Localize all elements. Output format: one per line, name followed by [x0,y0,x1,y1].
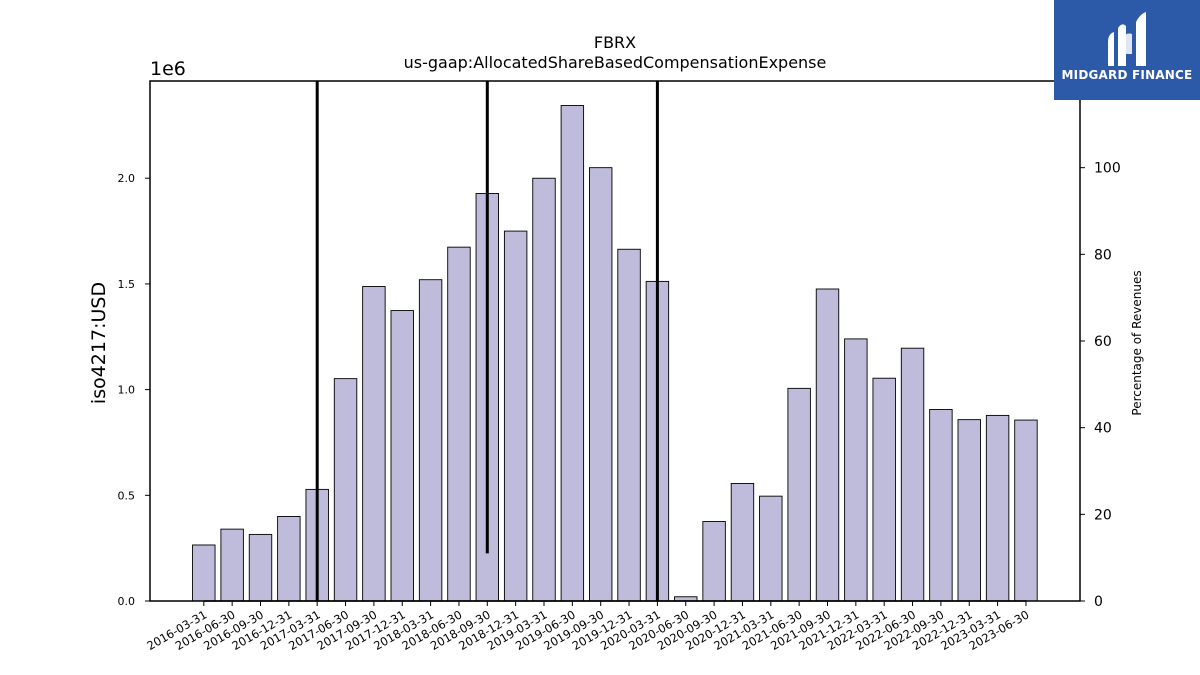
y2-tick-label: 100 [1094,161,1121,177]
midgard-logo-icon [1108,12,1146,66]
bar-2017-06-30 [333,378,358,602]
bar-2017-09-30 [362,286,386,602]
y-tick-label: 0.0 [118,595,136,608]
y-tick-label: 0.5 [118,489,136,502]
y-axis-offset-text: 1e6 [150,58,186,80]
y-tick-label: 1.5 [118,278,136,291]
bar-2016-06-30 [220,528,244,602]
y-axis-label: iso4217:USD [88,282,110,404]
chart-title: FBRX [594,33,636,52]
y2-tick-label: 80 [1094,247,1112,263]
y-tick-label: 1.0 [118,384,136,397]
bar-2023-03-31 [985,414,1010,602]
y2-tick-label: 40 [1094,421,1112,437]
bar-2023-06-30 [1014,419,1038,602]
bar-2021-06-30 [787,387,811,602]
bar-2022-03-31 [872,377,896,602]
y2-tick-label: 60 [1094,334,1112,350]
bar-2020-09-30 [702,521,726,602]
y-axis-left: 0.0 0.5 1.0 1.5 2.0 [118,172,150,608]
bar-2016-03-31 [192,544,216,602]
bar-2018-06-30 [447,246,471,602]
bar-2019-12-31 [617,248,641,602]
y2-axis-label: Percentage of Revenues [1130,270,1144,415]
y-axis-right: 0 20 40 60 80 100 [1080,161,1121,610]
bar-2022-06-30 [900,347,925,602]
bar-2019-09-30 [589,167,613,602]
brand-logo: MIDGARD FINANCE [1054,0,1200,100]
bar-2019-06-30 [560,105,585,602]
bar-2022-12-31 [957,419,981,602]
bar-2017-12-31 [390,310,414,602]
bar-2018-12-31 [503,230,528,602]
bar-2016-12-31 [277,516,301,602]
bar-2022-09-30 [929,409,953,602]
bar-2021-03-31 [759,495,783,602]
bar-2016-09-30 [248,533,273,602]
brand-name: MIDGARD FINANCE [1061,68,1193,82]
bar-2020-12-31 [730,483,755,602]
bar-2021-12-31 [844,338,868,602]
y2-tick-label: 0 [1094,594,1103,610]
chart-subtitle: us-gaap:AllocatedShareBasedCompensationE… [404,53,827,72]
y-tick-label: 2.0 [118,172,136,185]
bars-layer [192,105,1038,602]
y2-tick-label: 20 [1094,507,1112,523]
bar-2018-03-31 [418,279,443,602]
bar-2019-03-31 [532,177,556,602]
bar-2021-09-30 [815,288,840,602]
x-axis: 2016-03-312016-06-302016-09-302016-12-31… [144,601,1031,653]
